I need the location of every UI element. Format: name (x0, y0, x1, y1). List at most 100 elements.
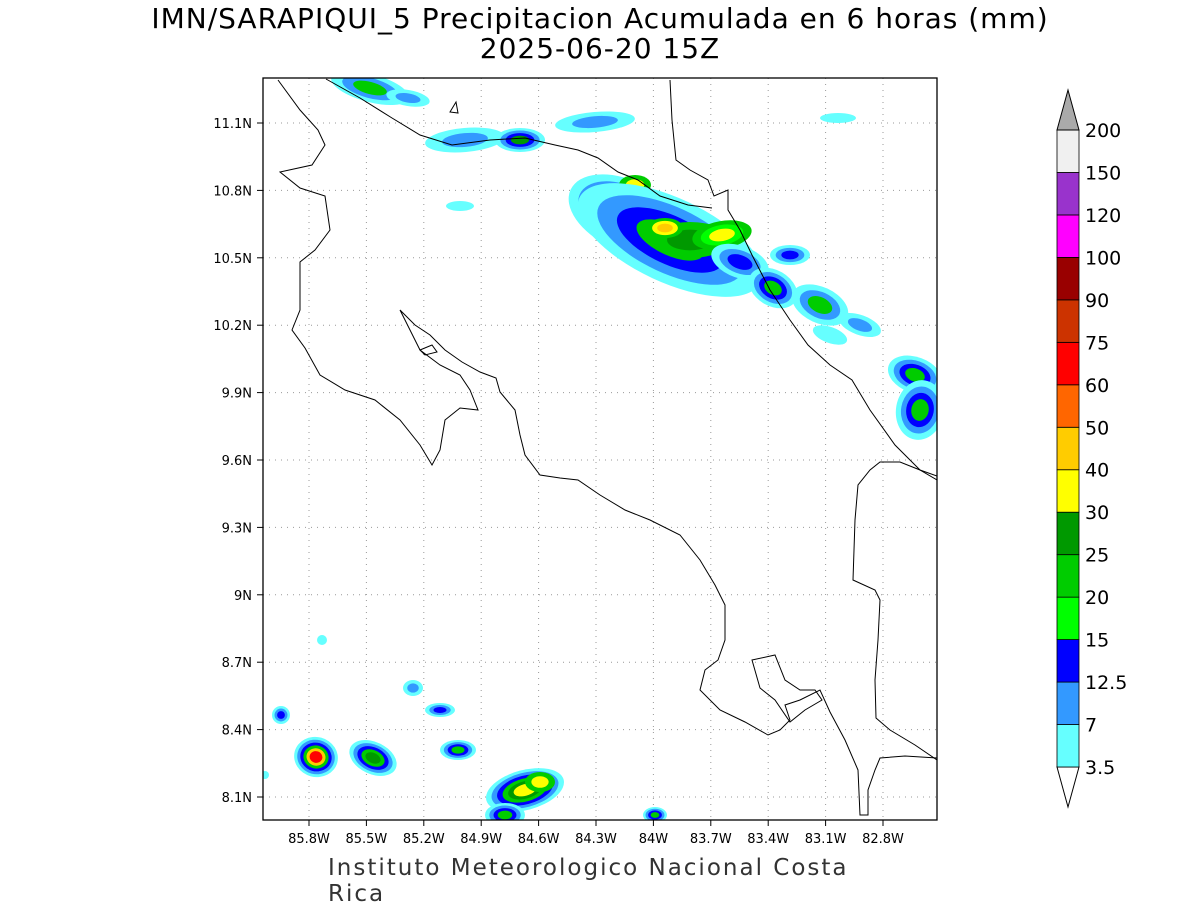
precip-area (510, 135, 530, 145)
colorbar-low-arrow (1056, 766, 1080, 809)
lon-tick-label: 84.6W (518, 832, 560, 847)
lon-tick-label: 82.8W (862, 832, 904, 847)
lon-tick-label: 85.2W (403, 832, 445, 847)
lake-island (419, 344, 438, 356)
map-datetime: 2025-06-20 15Z (479, 32, 721, 65)
colorbar-box (1056, 384, 1080, 428)
colorbar-level-label: 90 (1085, 290, 1109, 312)
lat-tick-label: 9.3N (222, 521, 252, 536)
precip-area (657, 223, 673, 233)
precip-area (365, 752, 381, 764)
nicaragua-border (325, 78, 713, 209)
footer-credit: Instituto Meteorologico Nacional Costa R… (328, 855, 849, 907)
colorbar-level-label: 7 (1085, 715, 1097, 737)
colorbar-box (1056, 681, 1080, 725)
lon-tick-label: 85.8W (288, 832, 330, 847)
lon-tick-label: 83.7W (690, 832, 732, 847)
colorbar-box (1056, 426, 1080, 471)
colorbar-box (1056, 469, 1080, 513)
colorbar-box (1056, 214, 1080, 258)
colorbar-box (1056, 299, 1080, 343)
precip-area (727, 254, 753, 270)
colorbar-level-label: 30 (1085, 502, 1109, 524)
caribbean-coast-north (669, 79, 937, 481)
precip-area (531, 776, 549, 788)
lat-tick-label: 8.4N (222, 724, 252, 739)
colorbar-box (1056, 341, 1080, 386)
colorbar-box (1056, 639, 1080, 683)
lon-tick-label: 84W (639, 832, 669, 847)
precip-area (764, 280, 782, 296)
colorbar-box (1056, 256, 1080, 301)
colorbar-box (1056, 724, 1080, 768)
lat-tick-label: 11.1N (213, 117, 252, 132)
nicoya-coast (277, 79, 937, 816)
precip-area (497, 810, 513, 820)
precip-area (650, 812, 660, 818)
precip-area (905, 367, 925, 383)
precip-area (395, 92, 421, 104)
precip-area (781, 250, 799, 260)
colorbar-level-label: 20 (1085, 587, 1109, 609)
colorbar-level-label: 12.5 (1085, 672, 1127, 694)
lat-tick-label: 9.6N (222, 454, 252, 469)
precip-area (847, 318, 873, 332)
precip-area (807, 296, 833, 314)
precip-area (911, 399, 929, 421)
precip-area (451, 746, 465, 754)
colorbar-level-label: 15 (1085, 630, 1109, 652)
colorbar-level-label: 60 (1085, 375, 1109, 397)
coastline-borders (277, 78, 937, 816)
lat-tick-label: 9.9N (222, 387, 252, 402)
precip-area (433, 706, 447, 714)
lat-tick-label: 10.5N (213, 252, 252, 267)
lon-tick-label: 84.9W (460, 832, 502, 847)
colorbar-level-label: 200 (1085, 120, 1121, 142)
latitude-axis: 11.1N 10.8N 10.5N 10.2N 9.9N 9.6N 9.3N 9N 8.7N 8.… (213, 117, 263, 806)
precip-area (309, 751, 323, 763)
lon-tick-label: 85.5W (345, 832, 387, 847)
colorbar-level-label: 120 (1085, 205, 1121, 227)
colorbar-box (1056, 596, 1080, 641)
small-island (449, 100, 459, 114)
precipitation-fields (263, 78, 937, 820)
precip-area (407, 683, 419, 693)
panama-border (852, 461, 937, 761)
colorbar-level-label: 75 (1085, 332, 1109, 354)
colorbar-level-label: 50 (1085, 417, 1109, 439)
precip-area (442, 132, 488, 148)
colorbar-box (1056, 172, 1080, 216)
lat-tick-label: 10.2N (213, 319, 252, 334)
plot-frame (262, 77, 938, 821)
lon-tick-label: 84.3W (575, 832, 617, 847)
lon-tick-label: 83.4W (747, 832, 789, 847)
osa-peninsula (751, 654, 823, 723)
colorbar-level-label: 40 (1085, 460, 1109, 482)
precip-area (317, 635, 327, 645)
precip-area (277, 711, 285, 719)
lat-tick-label: 8.7N (222, 656, 252, 671)
lat-tick-label: 8.1N (222, 791, 252, 806)
longitude-axis: 85.8W 85.5W 85.2W 84.9W 84.6W 84.3W 84W 83.7W 83… (288, 820, 904, 847)
lat-tick-label: 10.8N (213, 184, 252, 199)
precip-area (263, 771, 269, 779)
precip-area (812, 325, 848, 345)
colorbar-box (1056, 511, 1080, 556)
colorbar-level-label: 150 (1085, 162, 1121, 184)
map-title: IMN/SARAPIQUI_5 Precipitacion Acumulada … (151, 2, 1049, 35)
colorbar-box (1056, 554, 1080, 598)
colorbar-level-label: 3.5 (1085, 757, 1115, 779)
lat-tick-label: 9N (234, 589, 252, 604)
lon-tick-label: 83.1W (805, 832, 847, 847)
precip-area (446, 201, 474, 211)
colorbar-legend: 3.5 7 12.5 15 20 25 30 40 50 60 75 90 100 120 150 200 (1056, 88, 1127, 809)
colorbar-level-label: 25 (1085, 545, 1109, 567)
colorbar-level-label: 100 (1085, 247, 1121, 269)
precip-area (820, 113, 856, 123)
colorbar-high-arrow (1056, 88, 1080, 131)
precip-area (572, 115, 618, 129)
colorbar-box (1056, 129, 1080, 173)
precip-area (709, 228, 735, 242)
precip-area (353, 80, 387, 96)
